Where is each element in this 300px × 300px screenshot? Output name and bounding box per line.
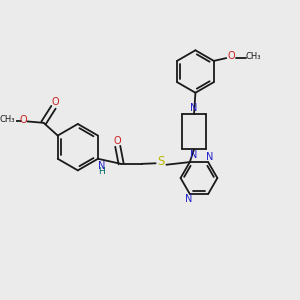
Text: O: O [51, 97, 59, 107]
Text: N: N [190, 150, 198, 160]
Text: N: N [98, 161, 105, 171]
Text: O: O [19, 115, 27, 125]
Text: S: S [157, 155, 164, 168]
Text: O: O [228, 51, 235, 61]
Text: CH₃: CH₃ [246, 52, 262, 61]
Text: N: N [206, 152, 213, 162]
Text: N: N [185, 194, 192, 204]
Text: CH₃: CH₃ [0, 116, 14, 124]
Text: H: H [98, 167, 105, 176]
Text: O: O [114, 136, 122, 146]
Text: N: N [190, 103, 198, 113]
